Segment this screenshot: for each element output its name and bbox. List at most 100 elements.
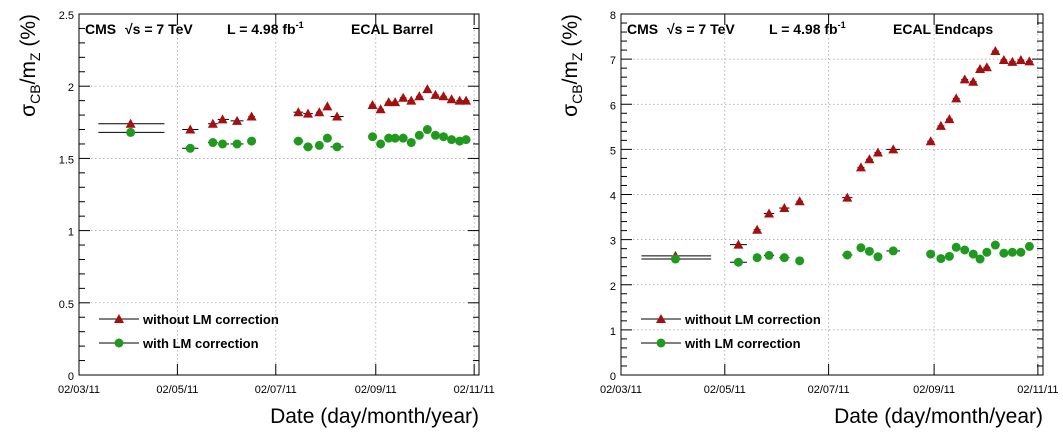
data-point-triangle [990,46,1001,56]
y-label-sigma: σ [559,104,582,117]
data-point-triangle [935,120,946,130]
data-point-circle [864,246,874,256]
chart-ecal-barrel: 0 0.5 1 1.5 2 2.5 02/03/11 02/05/11 02/07/11 02/0… [17,10,495,428]
x-tick-label: 02/09/11 [355,384,397,396]
x-tick-label: 02/03/11 [58,384,100,396]
y-tick-label: 8 [610,10,616,22]
data-point-triangle [383,97,394,107]
data-point-triangle [185,124,196,134]
data-point-triangle [375,104,386,114]
y-tick-label: 0 [610,371,616,383]
data-point-triangle [207,118,218,128]
data-point-triangle [1024,56,1035,66]
data-point-triangle [446,94,457,104]
y-tick-label: 5 [610,145,616,157]
legend-marker-circle [656,338,666,348]
luminosity-unit-exponent: -1 [838,20,846,30]
legend-label: without LM correction [142,312,279,327]
data-point-circle [303,142,313,152]
y-tick-label: 3 [610,236,616,248]
plot-frame [78,13,480,376]
y-tick-label: 2.5 [59,10,74,22]
region-label: ECAL Barrel [351,21,433,37]
data-point-triangle [461,95,472,105]
x-tick-label: 02/09/11 [913,384,955,396]
data-point-triangle [925,136,936,146]
data-point-triangle [951,93,962,103]
experiment-label: CMS [85,21,116,37]
data-point-triangle [842,192,853,202]
data-point-triangle [314,107,325,117]
y-tick-label: 6 [610,100,616,112]
y-tick-label: 0 [68,371,74,383]
data-point-circle [733,257,743,267]
data-point-circle [944,251,954,261]
x-tick-label: 02/03/11 [600,384,642,396]
data-point-circle [406,138,416,148]
data-point-triangle [303,108,314,118]
data-point-triangle [414,91,425,101]
data-point-circle [293,136,303,146]
luminosity-label: L = 4.98 fb-1 [227,20,304,37]
experiment-label: CMS [627,21,658,37]
y-axis-label: σCB/mZ (%) [17,14,43,117]
legend-label: without LM correction [684,312,821,327]
data-point-triangle [981,62,992,72]
data-point-circle [975,254,985,264]
data-point-circle [208,138,218,148]
data-point-circle [873,252,883,262]
data-point-circle [447,135,457,145]
data-point-circle [960,245,970,255]
data-point-circle [856,243,866,253]
y-label-unit: (%) [559,14,582,53]
data-point-circle [218,139,228,149]
data-point-triangle [430,89,441,99]
data-point-circle [936,254,946,264]
chart-ecal-endcaps: 0 1 2 3 4 5 6 7 8 02/03/11 02/05/11 02/07/11 02/09/1… [559,10,1058,428]
data-point-circle [999,248,1009,258]
data-point-triangle [125,118,136,128]
data-point-triangle [764,208,775,218]
data-point-circle [982,247,992,257]
luminosity-value: L = 4.98 fb [227,21,296,37]
data-point-triangle [293,107,304,117]
legend-label: with LM correction [684,336,801,351]
data-point-circle [926,249,936,259]
x-tick-label: 02/11/11 [454,384,495,396]
x-tick-label: 02/07/11 [808,384,850,396]
data-point-triangle [422,84,433,94]
data-point-circle [439,132,449,142]
luminosity-unit-exponent: -1 [296,20,304,30]
y-label-sigma: σ [17,104,40,117]
data-point-triangle [322,101,333,111]
y-tick-label: 1 [68,227,74,239]
y-tick-label: 4 [610,191,616,203]
data-point-triangle [872,147,883,157]
energy-label: √s = 7 TeV [667,21,735,37]
y-label-unit: (%) [17,14,40,53]
x-tick-label: 02/07/11 [255,384,297,396]
x-axis-label: Date (day/month/year) [834,405,1043,428]
data-point-circle [842,250,852,260]
data-point-circle [461,135,471,145]
data-point-circle [368,132,378,142]
data-point-triangle [332,111,343,121]
data-point-circle [232,139,242,149]
data-point-circle [670,254,680,264]
data-point-circle [430,130,440,140]
x-axis-label: Date (day/month/year) [270,405,479,428]
data-point-circle [384,133,394,143]
data-point-circle [752,253,762,263]
data-point-circle [398,133,408,143]
x-tick-label: 02/05/11 [156,384,198,396]
luminosity-label: L = 4.98 fb-1 [769,20,846,37]
data-point-circle [951,242,961,252]
data-point-triangle [752,224,763,234]
data-point-circle [1016,247,1026,257]
y-axis-label: σCB/mZ (%) [559,14,585,117]
data-point-triangle [733,239,744,249]
data-point-triangle [454,95,465,105]
data-point-circle [990,240,1000,250]
data-point-circle [779,253,789,263]
data-point-circle [185,143,195,153]
